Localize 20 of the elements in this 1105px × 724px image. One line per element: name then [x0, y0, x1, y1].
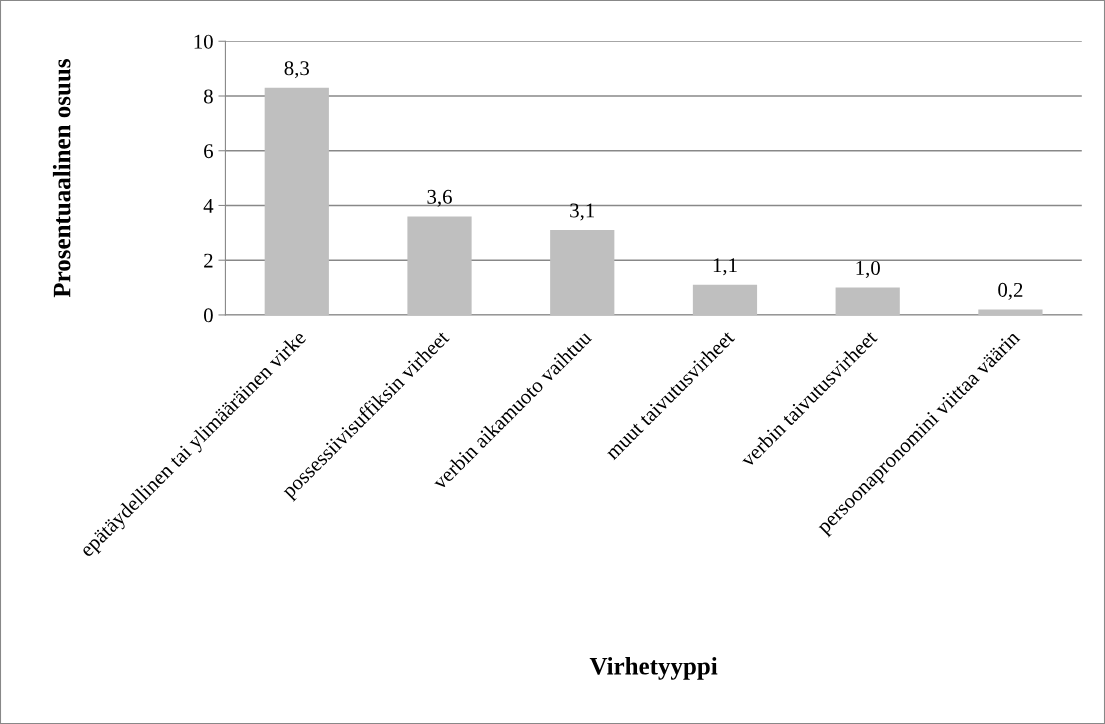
bar [264, 87, 329, 315]
data-label: 3,1 [570, 203, 595, 221]
bar [978, 309, 1043, 315]
x-axis-title: Virhetyyppi [589, 657, 718, 680]
y-tick-label: 6 [204, 144, 213, 159]
y-tick-label: 4 [203, 198, 214, 213]
data-label: 3,6 [427, 189, 452, 207]
y-axis-title: Prosentuaalinen osuus [52, 59, 71, 298]
bar [835, 287, 900, 315]
y-tick-label: 8 [203, 89, 213, 104]
y-tick-label: 10 [194, 34, 213, 49]
data-label: 8,3 [284, 61, 309, 79]
bar [692, 284, 758, 315]
bar [407, 216, 472, 315]
data-label: 1,0 [856, 260, 880, 279]
y-tick-label: 2 [204, 253, 213, 268]
bar [550, 230, 615, 315]
data-label: 1,1 [713, 258, 737, 276]
y-tick-label: 0 [203, 308, 213, 323]
data-label: 0,2 [998, 282, 1023, 300]
